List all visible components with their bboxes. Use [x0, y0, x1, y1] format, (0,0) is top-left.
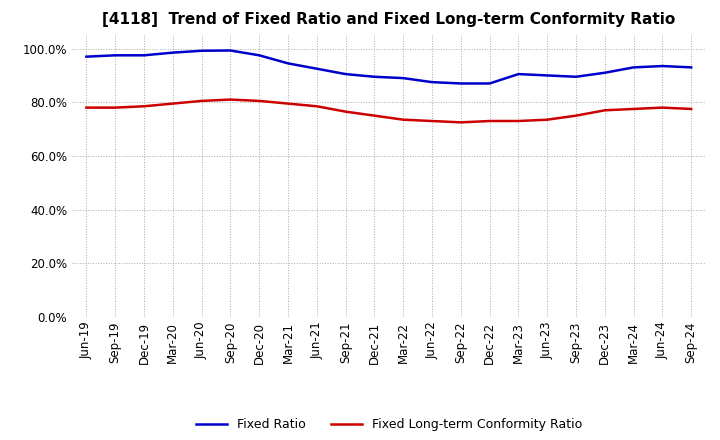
Fixed Long-term Conformity Ratio — [658, 105, 667, 110]
Fixed Ratio — [687, 65, 696, 70]
Fixed Long-term Conformity Ratio — [226, 97, 235, 102]
Fixed Long-term Conformity Ratio — [428, 118, 436, 124]
Fixed Ratio — [428, 80, 436, 85]
Fixed Ratio — [456, 81, 465, 86]
Title: [4118]  Trend of Fixed Ratio and Fixed Long-term Conformity Ratio: [4118] Trend of Fixed Ratio and Fixed Lo… — [102, 12, 675, 27]
Fixed Long-term Conformity Ratio — [543, 117, 552, 122]
Fixed Long-term Conformity Ratio — [456, 120, 465, 125]
Fixed Ratio — [226, 48, 235, 53]
Fixed Long-term Conformity Ratio — [312, 104, 321, 109]
Fixed Long-term Conformity Ratio — [370, 113, 379, 118]
Fixed Long-term Conformity Ratio — [341, 109, 350, 114]
Fixed Long-term Conformity Ratio — [82, 105, 91, 110]
Fixed Ratio — [312, 66, 321, 71]
Fixed Long-term Conformity Ratio — [168, 101, 177, 106]
Fixed Long-term Conformity Ratio — [514, 118, 523, 124]
Fixed Long-term Conformity Ratio — [600, 108, 609, 113]
Fixed Ratio — [370, 74, 379, 79]
Fixed Long-term Conformity Ratio — [485, 118, 494, 124]
Fixed Ratio — [600, 70, 609, 75]
Fixed Ratio — [543, 73, 552, 78]
Fixed Ratio — [111, 53, 120, 58]
Legend: Fixed Ratio, Fixed Long-term Conformity Ratio: Fixed Ratio, Fixed Long-term Conformity … — [191, 413, 587, 436]
Fixed Long-term Conformity Ratio — [197, 98, 206, 103]
Fixed Ratio — [485, 81, 494, 86]
Fixed Ratio — [197, 48, 206, 53]
Fixed Long-term Conformity Ratio — [284, 101, 292, 106]
Fixed Ratio — [168, 50, 177, 55]
Fixed Long-term Conformity Ratio — [255, 98, 264, 103]
Fixed Ratio — [284, 61, 292, 66]
Fixed Ratio — [82, 54, 91, 59]
Fixed Ratio — [341, 71, 350, 77]
Fixed Long-term Conformity Ratio — [399, 117, 408, 122]
Fixed Long-term Conformity Ratio — [687, 106, 696, 112]
Fixed Ratio — [572, 74, 580, 79]
Fixed Ratio — [629, 65, 638, 70]
Fixed Ratio — [514, 71, 523, 77]
Fixed Long-term Conformity Ratio — [629, 106, 638, 112]
Line: Fixed Long-term Conformity Ratio: Fixed Long-term Conformity Ratio — [86, 99, 691, 122]
Fixed Ratio — [255, 53, 264, 58]
Fixed Ratio — [658, 63, 667, 69]
Fixed Ratio — [140, 53, 148, 58]
Fixed Long-term Conformity Ratio — [140, 104, 148, 109]
Fixed Long-term Conformity Ratio — [111, 105, 120, 110]
Fixed Long-term Conformity Ratio — [572, 113, 580, 118]
Fixed Ratio — [399, 76, 408, 81]
Line: Fixed Ratio: Fixed Ratio — [86, 51, 691, 84]
